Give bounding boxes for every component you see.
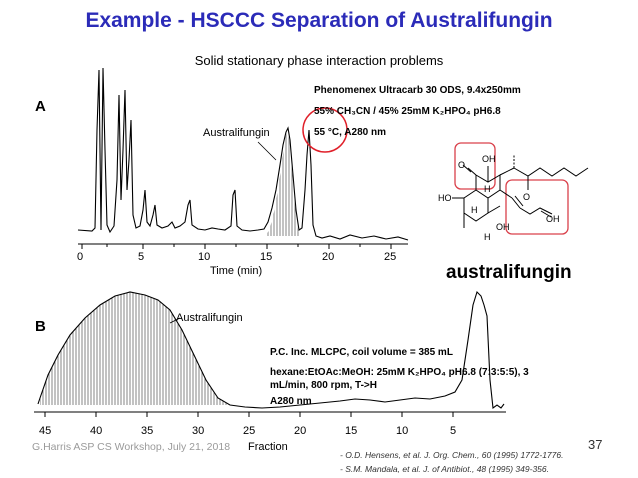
- highlight-circle: [302, 107, 348, 153]
- australifungin-structure: [452, 142, 589, 235]
- panel-b-trace: [37, 290, 505, 410]
- tick-label: 5: [138, 251, 145, 263]
- panel-a-axis-label: Time (min): [210, 265, 263, 277]
- reference-1: - O.D. Hensens, et al. J. Org. Chem., 60…: [340, 450, 564, 460]
- atom-label: O: [523, 192, 530, 202]
- tick-label: 15: [260, 251, 273, 263]
- tick-label: 10: [198, 251, 211, 263]
- tick-label: 30: [192, 425, 205, 437]
- atom-label: OH: [496, 222, 510, 232]
- structure-atom-labels: OH H HO O O OH H H OH: [438, 154, 560, 242]
- compound-name: australifungin: [446, 262, 572, 283]
- atom-label: OH: [546, 214, 560, 224]
- panel-a-peak-label: Australifungin: [203, 127, 270, 139]
- tick-label: 20: [322, 251, 335, 263]
- tick-label: 35: [141, 425, 154, 437]
- panel-a-label: A: [35, 98, 46, 115]
- panel-b-peak-fill: [40, 292, 230, 405]
- panel-a-condition-2: 55% CH₃CN / 45% 25mM K₂HPO₄ pH6.8: [314, 106, 501, 117]
- references: - O.D. Hensens, et al. J. Org. Chem., 60…: [340, 448, 563, 476]
- reference-2: - S.M. Mandala, et al. J. of Antibiot., …: [340, 464, 549, 474]
- highlight-box-left: [454, 142, 496, 190]
- atom-label: H: [471, 205, 478, 215]
- panel-a-condition-1: Phenomenex Ultracarb 30 ODS, 9.4x250mm: [314, 85, 521, 96]
- panel-a-trace: [77, 67, 409, 241]
- panel-b-axis-label: Fraction: [248, 441, 288, 453]
- atom-label: HO: [438, 193, 452, 203]
- panel-a-ticks: [81, 244, 392, 249]
- panel-b-ticks: [44, 412, 454, 417]
- tick-label: 25: [384, 251, 397, 263]
- tick-label: 20: [294, 425, 307, 437]
- atom-label: H: [484, 184, 491, 194]
- tick-label: 45: [39, 425, 52, 437]
- atom-label: H: [484, 232, 491, 242]
- slide-title: Example - HSCCC Separation of Australifu…: [85, 9, 553, 32]
- panel-b-label: B: [35, 318, 46, 335]
- panel-b-condition-1: P.C. Inc. MLCPC, coil volume = 385 mL: [270, 347, 453, 358]
- footer-text: G.Harris ASP CS Workshop, July 21, 2018: [32, 441, 231, 453]
- slide-number: 37: [588, 437, 603, 452]
- panel-a-peak-fill: [266, 130, 300, 236]
- slide-subtitle: Solid stationary phase interaction probl…: [194, 53, 444, 68]
- panel-b-condition-2: hexane:EtOAc:MeOH: 25mM K₂HPO₄ pH6.8 (7:…: [270, 367, 529, 391]
- tick-label: 15: [345, 425, 358, 437]
- tick-label: 25: [243, 425, 256, 437]
- tick-label: 0: [77, 251, 84, 263]
- atom-label: OH: [482, 154, 496, 164]
- panel-a-peak-pointer: [257, 141, 277, 161]
- atom-label: O: [458, 160, 465, 170]
- tick-label: 5: [450, 425, 457, 437]
- panel-a-condition-3: 55 °C, A280 nm: [314, 127, 386, 138]
- panel-b-peak-pointer: [169, 317, 181, 324]
- tick-label: 40: [90, 425, 103, 437]
- highlight-box-right: [505, 179, 569, 235]
- tick-label: 10: [396, 425, 409, 437]
- panel-b-condition-3: A280 nm: [270, 396, 312, 407]
- panel-b-peak-label: Australifungin: [176, 312, 243, 324]
